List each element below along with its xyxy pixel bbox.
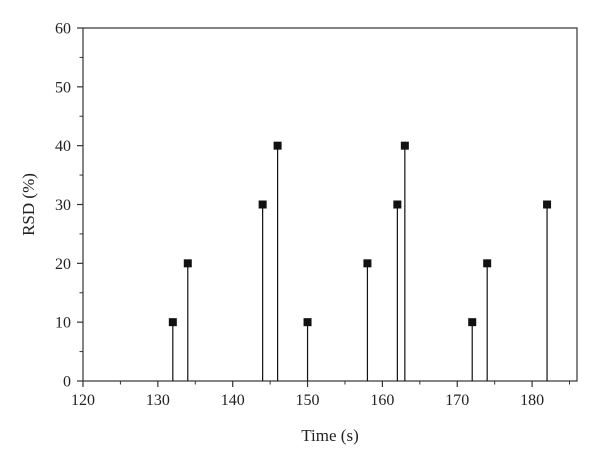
data-point [183, 259, 192, 268]
x-axis-label: Time (s) [301, 426, 358, 445]
y-tick-label: 20 [55, 256, 71, 273]
x-tick-label: 160 [370, 392, 394, 409]
data-point [258, 200, 267, 209]
x-tick-label: 150 [296, 392, 320, 409]
y-tick-label: 60 [55, 21, 71, 38]
plot-frame [82, 27, 578, 382]
y-tick-label: 30 [55, 197, 71, 214]
stems [172, 145, 548, 381]
x-tick-label: 180 [520, 392, 544, 409]
data-point [273, 141, 282, 150]
x-tick-label: 120 [71, 392, 95, 409]
y-axis-label: RSD (%) [19, 173, 38, 236]
y-tick-label: 10 [55, 315, 71, 332]
axes: 120 130 140 150 160 170 180 0 10 20 30 40 50 60 [55, 21, 578, 409]
x-tick-label: 140 [221, 392, 245, 409]
markers [168, 141, 552, 327]
x-tick-label: 130 [146, 392, 170, 409]
data-point [303, 318, 312, 327]
data-point [483, 259, 492, 268]
data-point [168, 318, 177, 327]
data-point [543, 200, 552, 209]
y-tick-label: 50 [55, 79, 71, 96]
data-point [363, 259, 372, 268]
data-point [393, 200, 402, 209]
y-tick-label: 40 [55, 138, 71, 155]
y-tick-label: 0 [63, 374, 71, 391]
data-point [400, 141, 409, 150]
x-tick-label: 170 [445, 392, 469, 409]
data-point [468, 318, 477, 327]
